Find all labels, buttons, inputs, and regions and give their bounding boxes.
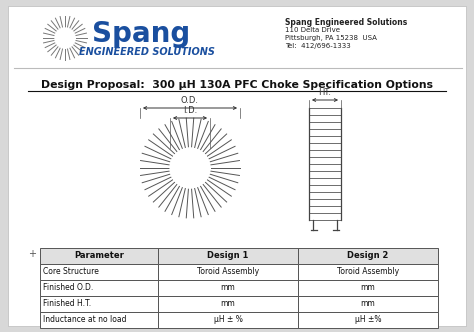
Bar: [158, 296, 298, 312]
Text: ENGINEERED SOLUTIONS: ENGINEERED SOLUTIONS: [79, 47, 215, 57]
Text: Design 2: Design 2: [347, 252, 389, 261]
Bar: [40, 280, 158, 296]
Text: μH ± %: μH ± %: [214, 315, 242, 324]
Text: HT.: HT.: [319, 88, 331, 97]
Bar: [298, 248, 438, 264]
Bar: [158, 248, 298, 264]
Text: Parameter: Parameter: [74, 252, 124, 261]
Bar: [298, 312, 438, 328]
Text: Inductance at no load: Inductance at no load: [43, 315, 127, 324]
Text: mm: mm: [361, 284, 375, 292]
Text: Design 1: Design 1: [207, 252, 249, 261]
Text: Finished O.D.: Finished O.D.: [43, 284, 93, 292]
Bar: [158, 264, 298, 280]
Bar: [40, 312, 158, 328]
Bar: [40, 248, 158, 264]
Circle shape: [170, 148, 210, 188]
Text: 110 Delta Drive: 110 Delta Drive: [285, 27, 340, 33]
Text: Spang Engineered Solutions: Spang Engineered Solutions: [285, 18, 407, 27]
Text: Finished H.T.: Finished H.T.: [43, 299, 91, 308]
Bar: [158, 280, 298, 296]
Text: mm: mm: [220, 299, 236, 308]
Bar: [298, 280, 438, 296]
Text: Pittsburgh, PA 15238  USA: Pittsburgh, PA 15238 USA: [285, 35, 377, 41]
Text: Tel:  412/696-1333: Tel: 412/696-1333: [285, 43, 351, 49]
Text: Toroid Assembly: Toroid Assembly: [197, 268, 259, 277]
Text: I.D.: I.D.: [183, 106, 197, 115]
Bar: [298, 264, 438, 280]
Bar: [158, 312, 298, 328]
Text: Spang: Spang: [92, 20, 190, 48]
Text: Core Structure: Core Structure: [43, 268, 99, 277]
Text: mm: mm: [361, 299, 375, 308]
Circle shape: [55, 28, 75, 48]
Text: Toroid Assembly: Toroid Assembly: [337, 268, 399, 277]
Text: μH ±%: μH ±%: [355, 315, 381, 324]
Text: Design Proposal:  300 μH 130A PFC Choke Specification Options: Design Proposal: 300 μH 130A PFC Choke S…: [41, 80, 433, 90]
Bar: [40, 264, 158, 280]
Text: +: +: [28, 249, 36, 259]
Text: mm: mm: [220, 284, 236, 292]
Text: O.D.: O.D.: [181, 96, 199, 105]
Bar: [40, 296, 158, 312]
Bar: [298, 296, 438, 312]
